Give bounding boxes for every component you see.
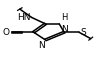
Text: N: N: [61, 25, 68, 34]
Text: O: O: [3, 28, 10, 37]
Text: HN: HN: [17, 13, 31, 22]
Text: H: H: [61, 13, 68, 22]
Text: S: S: [80, 28, 86, 37]
Text: N: N: [38, 41, 44, 50]
